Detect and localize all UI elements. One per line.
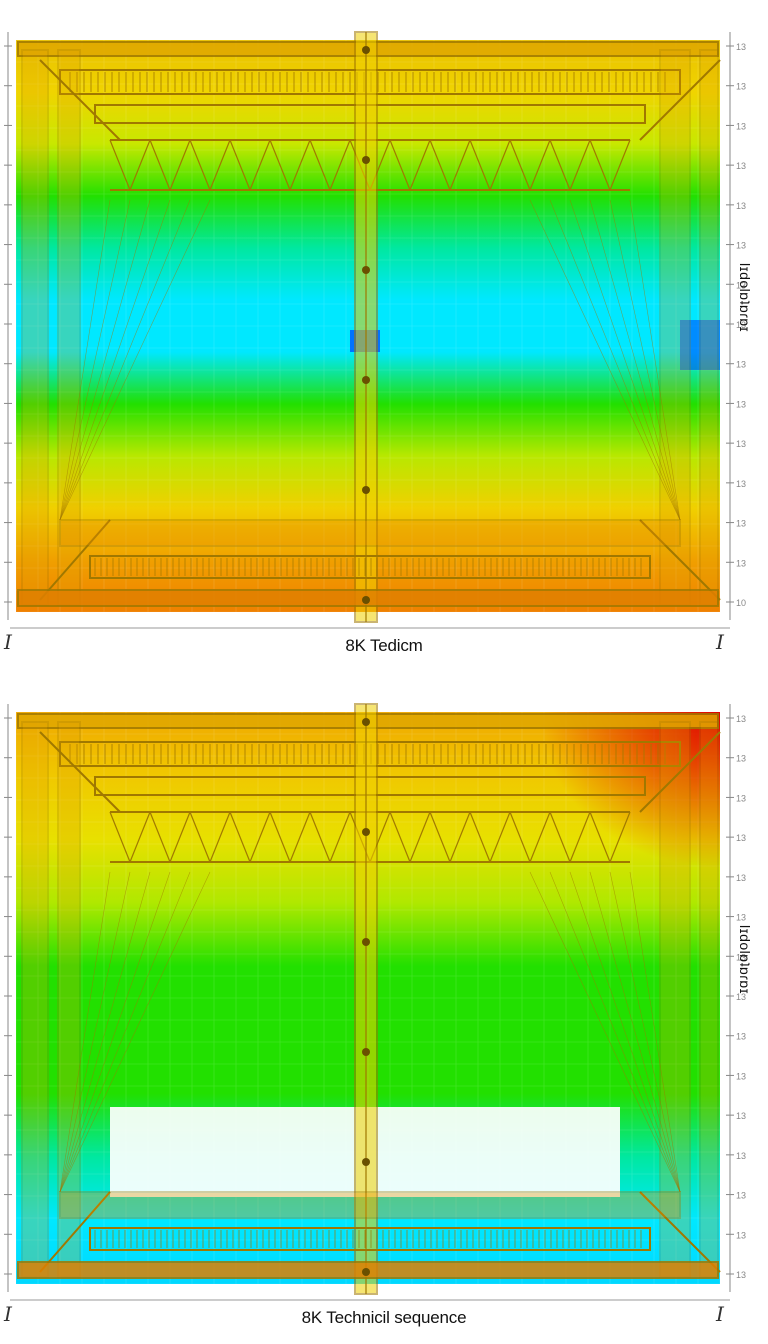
joint-node bbox=[362, 828, 370, 836]
joint-node bbox=[362, 718, 370, 726]
tick-label: 13 bbox=[736, 121, 746, 131]
hot-spot-top-right bbox=[420, 712, 720, 972]
top-structure-diagram: 13 13 13 13 13 13 13 13 13 13 13 13 13 13 10 bbox=[4, 31, 746, 629]
tick-label: 13 bbox=[736, 82, 746, 92]
top-caption: 8K Tedicm bbox=[345, 636, 423, 655]
bottom-structure-diagram: 13 13 13 13 13 13 13 13 13 13 13 13 13 13 13 bbox=[4, 703, 746, 1301]
top-right-corner-marker: I bbox=[716, 630, 724, 654]
column-2 bbox=[659, 721, 691, 1278]
brace-left-bottom bbox=[39, 1191, 111, 1273]
joint-node bbox=[362, 376, 370, 384]
tick-label: 13 bbox=[736, 479, 746, 489]
tick-label: 13 bbox=[736, 754, 746, 764]
joint-node bbox=[362, 486, 370, 494]
brace-right-top bbox=[639, 731, 721, 813]
tick-label: 13 bbox=[736, 280, 746, 290]
joint-node bbox=[362, 596, 370, 604]
tick-label: 13 bbox=[736, 1191, 746, 1201]
joint-node bbox=[362, 938, 370, 946]
joint-node bbox=[362, 1158, 370, 1166]
brace-right-top bbox=[639, 59, 721, 141]
tick-label: 10 bbox=[736, 598, 746, 608]
tick-label: 13 bbox=[736, 1230, 746, 1240]
top-structure-panel: 13 13 13 13 13 13 13 13 13 13 13 13 13 13 10 8K Tedicm… bbox=[4, 31, 753, 655]
top-side-label: lɪdolɒʇɒɾɒɪ bbox=[737, 263, 753, 333]
top-left-corner-marker: I bbox=[4, 630, 12, 654]
brace-left-top bbox=[39, 731, 121, 813]
tick-label: 13 bbox=[736, 360, 746, 370]
tick-label: 13 bbox=[736, 873, 746, 883]
tick-label: 13 bbox=[736, 992, 746, 1002]
tick-label: 13 bbox=[736, 1151, 746, 1161]
steel-frame bbox=[17, 31, 721, 623]
brace-right-bottom bbox=[639, 519, 721, 601]
tick-label: 13 bbox=[736, 399, 746, 409]
column-3 bbox=[699, 49, 719, 606]
joint-node bbox=[362, 1268, 370, 1276]
tick-label: 13 bbox=[736, 793, 746, 803]
brace-right-bottom bbox=[639, 1191, 721, 1273]
bottom-left-corner-marker: I bbox=[4, 1302, 12, 1326]
joint-node bbox=[362, 46, 370, 54]
tick-label: 13 bbox=[736, 833, 746, 843]
tick-label: 13 bbox=[736, 1270, 746, 1280]
tick-label: 13 bbox=[736, 714, 746, 724]
bottom-rail bbox=[89, 555, 651, 579]
cold-spot-right bbox=[680, 320, 720, 370]
column-2 bbox=[659, 49, 691, 606]
tick-label: 13 bbox=[736, 558, 746, 568]
brace-left-top bbox=[39, 59, 121, 141]
tick-label: 13 bbox=[736, 1111, 746, 1121]
column-0 bbox=[21, 721, 49, 1278]
column-0 bbox=[21, 49, 49, 606]
tick-label: 13 bbox=[736, 320, 746, 330]
tick-label: 13 bbox=[736, 241, 746, 251]
tick-label: 13 bbox=[736, 952, 746, 962]
bottom-side-label: lɪdolɒʇɒɾɒɪ bbox=[737, 925, 753, 995]
bottom-structure-panel: 13 13 13 13 13 13 13 13 13 13 13 13 13 13 13 8K Techni… bbox=[0, 672, 768, 1344]
bottom-caption: 8K Technicil sequence bbox=[301, 1308, 467, 1327]
heatmap-grid bbox=[15, 39, 721, 613]
tick-label: 13 bbox=[736, 42, 746, 52]
tick-label: 13 bbox=[736, 201, 746, 211]
tick-label: 13 bbox=[736, 439, 746, 449]
tick-label: 13 bbox=[736, 1032, 746, 1042]
lower-rail bbox=[59, 1191, 681, 1219]
steel-frame bbox=[17, 703, 721, 1295]
brace-left-bottom bbox=[39, 519, 111, 601]
tick-label: 13 bbox=[736, 1071, 746, 1081]
column-3 bbox=[699, 721, 719, 1278]
tick-label: 13 bbox=[736, 913, 746, 923]
joint-node bbox=[362, 266, 370, 274]
tick-label: 13 bbox=[736, 161, 746, 171]
bottom-right-corner-marker: I bbox=[716, 1302, 724, 1326]
joint-node bbox=[362, 156, 370, 164]
tick-label: 13 bbox=[736, 519, 746, 529]
bottom-rail bbox=[89, 1227, 651, 1251]
lower-rail bbox=[59, 519, 681, 547]
joint-node bbox=[362, 1048, 370, 1056]
